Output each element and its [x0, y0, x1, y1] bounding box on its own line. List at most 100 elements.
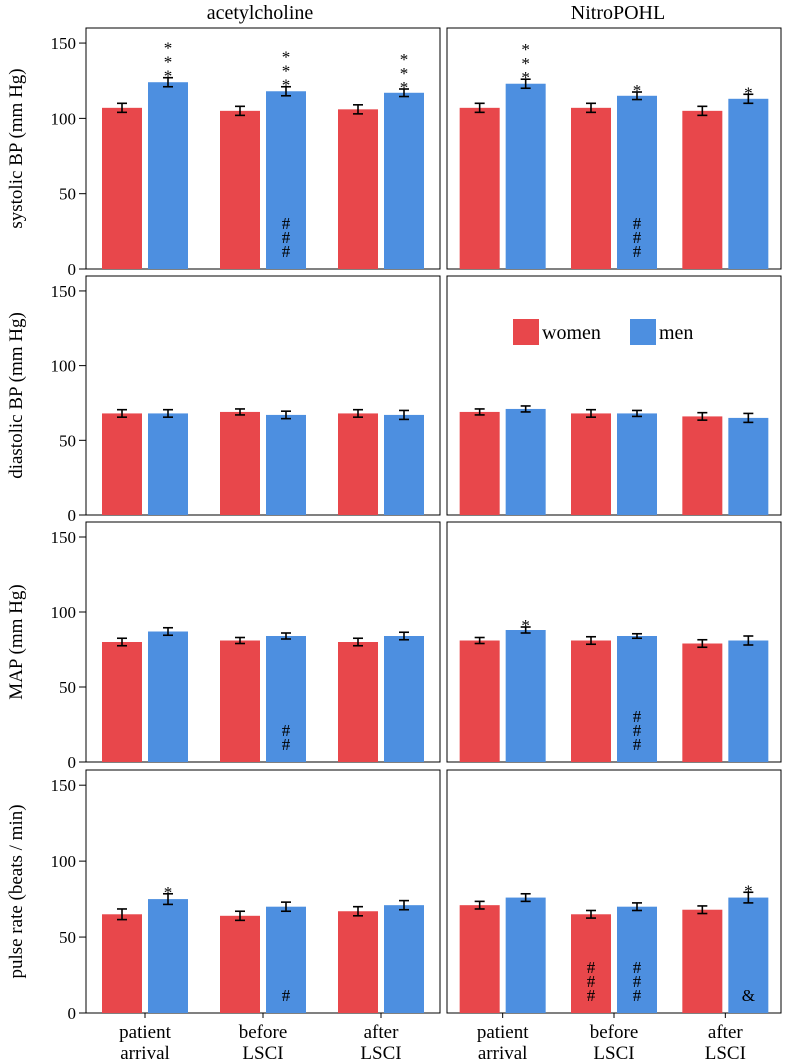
y-tick-label: 50	[59, 928, 76, 947]
significance-marker: &	[742, 986, 755, 1005]
bar-women	[220, 640, 260, 762]
significance-marker: #	[282, 242, 291, 261]
y-tick-label: 50	[59, 431, 76, 450]
significance-marker: *	[521, 54, 530, 73]
y-tick-label: 100	[51, 357, 77, 376]
significance-marker: *	[282, 62, 291, 81]
bar-women	[571, 914, 611, 1013]
bar-women	[571, 640, 611, 762]
significance-marker: #	[633, 972, 642, 991]
bar-women	[459, 411, 500, 515]
bar-women	[459, 640, 500, 762]
legend-swatch-men	[630, 319, 656, 345]
significance-marker: *	[164, 883, 173, 902]
bar-women	[102, 413, 142, 515]
significance-marker: *	[744, 881, 753, 900]
legend-label-women: women	[542, 322, 601, 344]
significance-marker: #	[282, 214, 291, 233]
significance-marker: #	[633, 228, 642, 247]
significance-marker: #	[587, 972, 596, 991]
column-title-0: acetylcholine	[207, 2, 314, 24]
bar-men	[266, 91, 306, 269]
bar-women	[682, 643, 723, 762]
y-tick-label: 50	[59, 678, 76, 697]
significance-marker: #	[633, 958, 642, 977]
significance-marker: #	[633, 721, 642, 740]
x-tick-label: patient	[477, 1022, 529, 1043]
significance-marker: *	[521, 616, 530, 635]
x-tick-label: arrival	[478, 1043, 528, 1063]
bar-women	[220, 411, 260, 515]
bar-men	[617, 906, 657, 1013]
bar-women	[102, 914, 142, 1013]
bar-men	[148, 413, 188, 515]
bar-men	[148, 82, 188, 269]
y-tick-label: 0	[68, 1004, 77, 1023]
y-axis-label-row-3: pulse rate (beats / min)	[6, 804, 27, 978]
bar-men	[728, 640, 769, 762]
bar-men	[728, 98, 769, 269]
significance-marker: *	[744, 83, 753, 102]
x-tick-label: LSCI	[242, 1043, 283, 1063]
bar-men	[384, 92, 424, 269]
significance-marker: #	[633, 707, 642, 726]
bar-women	[571, 107, 611, 269]
panel-frame	[85, 27, 441, 270]
bar-women	[220, 915, 260, 1013]
bar-women	[459, 905, 500, 1013]
significance-marker: #	[282, 986, 291, 1005]
column-title-1: NitroPOHL	[571, 2, 665, 24]
significance-marker: *	[633, 81, 642, 100]
y-tick-label: 150	[51, 34, 77, 53]
bar-men	[384, 636, 424, 762]
y-tick-label: 100	[51, 603, 77, 622]
significance-marker: *	[282, 48, 291, 67]
x-tick-label: patient	[119, 1022, 171, 1043]
significance-marker: *	[164, 53, 173, 72]
bar-women	[571, 413, 611, 515]
bar-women	[338, 109, 378, 270]
significance-marker: #	[282, 721, 291, 740]
x-tick-label: before	[239, 1022, 288, 1043]
bar-men	[505, 83, 546, 269]
significance-marker: *	[400, 78, 409, 97]
panel-frame	[85, 275, 441, 516]
significance-marker: #	[633, 242, 642, 261]
bar-women	[682, 909, 723, 1013]
bar-men	[148, 631, 188, 762]
bar-men	[266, 636, 306, 762]
x-tick-label: LSCI	[593, 1043, 634, 1063]
significance-marker: #	[587, 958, 596, 977]
panel-frame	[85, 521, 441, 763]
panel-frame	[446, 27, 782, 270]
bar-men	[617, 636, 657, 762]
bar-women	[338, 642, 378, 762]
legend-swatch-women	[513, 319, 539, 345]
significance-marker: *	[164, 67, 173, 86]
significance-marker: #	[282, 228, 291, 247]
bar-men	[728, 417, 769, 515]
bar-men	[266, 414, 306, 515]
panel-frame	[446, 275, 782, 516]
y-axis-label-row-1: diastolic BP (mm Hg)	[6, 312, 27, 479]
bar-men	[728, 897, 769, 1013]
y-tick-label: 150	[51, 528, 77, 547]
y-tick-label: 150	[51, 776, 77, 795]
bar-men	[505, 897, 546, 1013]
y-axis-label-row-0: systolic BP (mm Hg)	[6, 68, 27, 228]
significance-marker: *	[282, 76, 291, 95]
significance-marker: *	[521, 68, 530, 87]
bar-men	[617, 413, 657, 515]
x-tick-label: LSCI	[360, 1043, 401, 1063]
y-tick-label: 50	[59, 185, 76, 204]
bar-women	[102, 642, 142, 762]
bar-women	[338, 911, 378, 1013]
x-tick-label: after	[364, 1022, 399, 1043]
bar-women	[682, 416, 723, 515]
y-tick-label: 0	[68, 506, 77, 525]
bar-women	[338, 413, 378, 515]
significance-marker: #	[633, 214, 642, 233]
x-tick-label: after	[708, 1022, 743, 1043]
y-axis-label-row-2: MAP (mm Hg)	[6, 584, 27, 699]
